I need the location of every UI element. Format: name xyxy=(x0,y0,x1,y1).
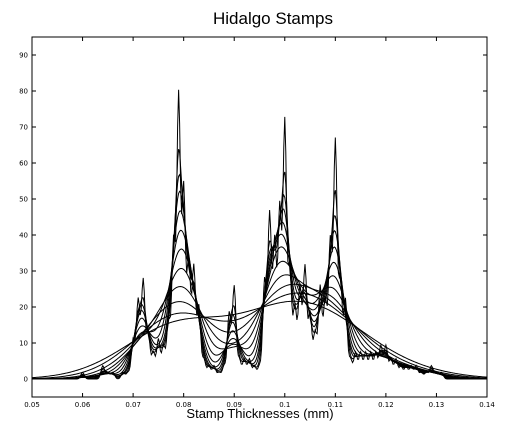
density-curve-11 xyxy=(31,292,488,380)
y-tick-label: 60 xyxy=(19,160,28,168)
y-tick-label: 50 xyxy=(19,196,28,204)
y-tick-label: 20 xyxy=(19,304,28,312)
x-tick-label: 0.13 xyxy=(429,401,445,409)
y-axis: 0 10 20 30 40 50 60 70 80 90 xyxy=(19,52,487,384)
x-tick-label: 0.08 xyxy=(176,401,192,409)
x-tick-label: 0.05 xyxy=(24,401,40,409)
density-curves xyxy=(31,89,488,380)
y-tick-label: 90 xyxy=(19,52,28,60)
y-tick-label: 10 xyxy=(19,340,28,348)
x-tick-label: 0.1 xyxy=(279,401,290,409)
x-tick-label: 0.11 xyxy=(328,401,344,409)
x-axis: 0.05 0.06 0.07 0.08 0.09 0.1 0.11 0.12 0.13 0.14 xyxy=(24,37,495,409)
x-tick-label: 0.09 xyxy=(226,401,242,409)
y-tick-label: 40 xyxy=(19,232,28,240)
y-tick-label: 80 xyxy=(19,88,28,96)
y-tick-label: 70 xyxy=(19,124,28,132)
y-tick-label: 0 xyxy=(24,376,28,384)
density-curve-9 xyxy=(32,274,488,380)
chart-title: Hidalgo Stamps xyxy=(213,9,333,28)
density-curve-12 xyxy=(31,300,488,379)
density-curve-10 xyxy=(31,283,488,380)
x-tick-label: 0.14 xyxy=(479,401,495,409)
y-tick-label: 30 xyxy=(19,268,28,276)
density-curve-8 xyxy=(32,260,487,380)
x-axis-label: Stamp Thicknesses (mm) xyxy=(186,406,333,421)
x-tick-label: 0.06 xyxy=(75,401,91,409)
x-tick-label: 0.12 xyxy=(378,401,394,409)
x-tick-label: 0.07 xyxy=(125,401,141,409)
